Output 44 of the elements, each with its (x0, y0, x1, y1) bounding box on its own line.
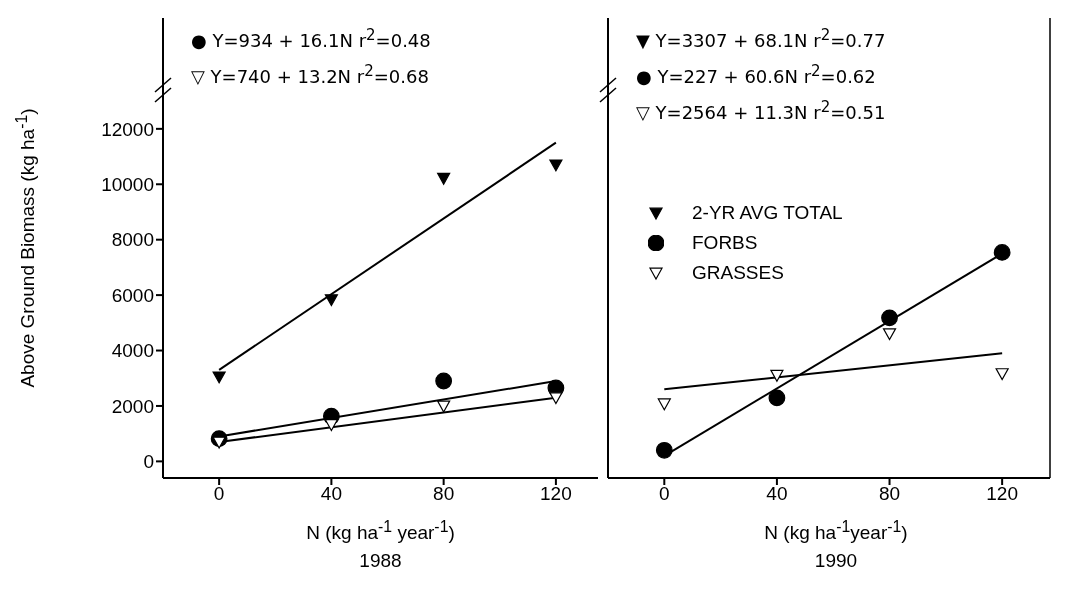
point (995, 368, 1009, 381)
legend-label: FORBS (692, 231, 758, 255)
annotation: ▼ Y=3307 + 68.1N r$^{2}$=0.77 (636, 26, 886, 51)
point (435, 372, 453, 390)
x-tick-label: 0 (213, 483, 225, 505)
annotation: ● Y=227 + 60.6N r$^{2}$=0.62 (636, 62, 876, 87)
legend-label: GRASSES (692, 261, 784, 285)
point (437, 400, 451, 413)
x-tick-label: 40 (320, 483, 342, 505)
y-tick-label: 2000 (111, 395, 154, 417)
y-tick-label: 0 (143, 451, 154, 473)
point (212, 371, 226, 384)
point (882, 328, 897, 341)
x-tick-label: 80 (878, 483, 901, 505)
x-tick-label: 0 (659, 483, 670, 505)
x-tick-label: 80 (433, 483, 455, 505)
text: 1988 (358, 550, 403, 572)
point (655, 441, 673, 459)
x-axis-title: N (kg ha$^{-1}$ year$^{-1}$) (305, 518, 456, 546)
point (212, 436, 226, 449)
annotation: ▽ Y=740 + 13.2N r$^{2}$=0.68 (191, 62, 429, 87)
legend-label: 2-YR AVG TOTAL (692, 201, 843, 225)
point (324, 294, 338, 307)
x-tick-label: 120 (540, 483, 572, 505)
point (770, 369, 784, 382)
x-tick-label: 40 (766, 483, 788, 505)
annotation: ● Y=934 + 16.1N r$^{2}$=0.48 (191, 26, 431, 51)
x-tick-label: 120 (986, 483, 1018, 505)
point (324, 419, 338, 432)
point (657, 398, 671, 411)
y-tick-label: 4000 (111, 340, 154, 362)
y-tick-label: 6000 (111, 284, 154, 306)
point (437, 172, 451, 185)
point (549, 392, 563, 405)
point (768, 389, 786, 407)
point (881, 309, 898, 327)
y-tick-label: 8000 (111, 229, 154, 251)
annotation: ▽ Y=2564 + 11.3N r$^{2}$=0.51 (636, 98, 886, 123)
text: 1990 (813, 550, 859, 572)
point (993, 244, 1011, 261)
x-axis-title: N (kg ha$^{-1}$year$^{-1}$) (763, 518, 909, 546)
point (549, 159, 563, 172)
y-tick-label: 12000 (101, 118, 154, 140)
y-tick-label: 10000 (101, 174, 154, 196)
